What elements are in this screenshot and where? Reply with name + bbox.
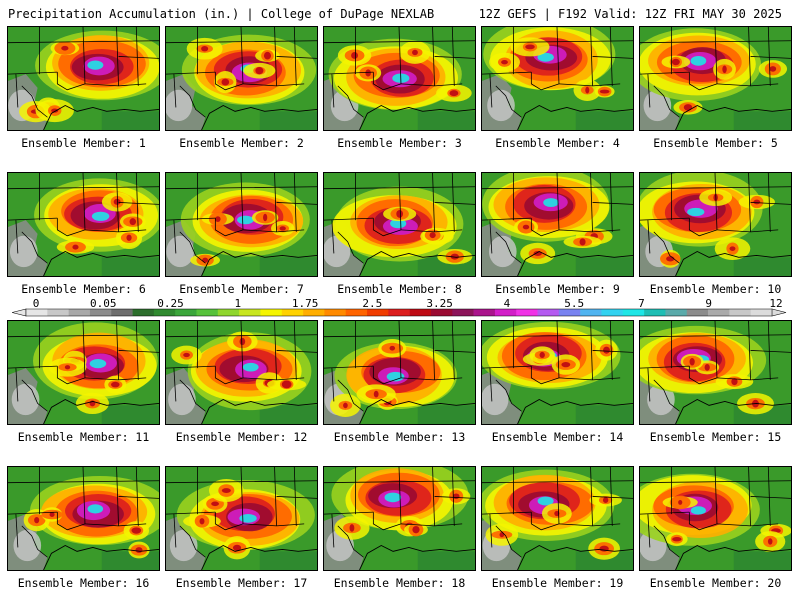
ensemble-member-label: Ensemble Member: 20 bbox=[649, 576, 782, 590]
precip-map bbox=[165, 172, 318, 277]
legend-swatch bbox=[26, 309, 48, 316]
legend-swatch bbox=[388, 309, 410, 316]
legend-swatch bbox=[409, 309, 432, 316]
legend-swatch bbox=[729, 309, 751, 316]
ensemble-member-label: Ensemble Member: 8 bbox=[337, 282, 462, 296]
ensemble-member-label: Ensemble Member: 10 bbox=[649, 282, 782, 296]
legend-tick-label: 2.5 bbox=[362, 298, 382, 310]
legend-swatch bbox=[622, 309, 645, 316]
legend-right-arrow bbox=[771, 308, 787, 317]
legend-swatch bbox=[196, 309, 219, 316]
ensemble-member-label: Ensemble Member: 4 bbox=[495, 136, 620, 150]
legend-tick-label: 12 bbox=[769, 298, 782, 310]
precip-map bbox=[323, 26, 476, 131]
precip-map bbox=[7, 172, 160, 277]
legend-swatch bbox=[217, 309, 240, 316]
ensemble-member-label: Ensemble Member: 15 bbox=[649, 430, 782, 444]
legend-swatch bbox=[47, 309, 69, 316]
legend-swatch bbox=[303, 309, 325, 316]
ensemble-member-label: Ensemble Member: 18 bbox=[333, 576, 466, 590]
legend-tick-label: 5.5 bbox=[564, 298, 584, 310]
legend-tick-label: 3.25 bbox=[426, 298, 453, 310]
ensemble-member-label: Ensemble Member: 13 bbox=[333, 430, 466, 444]
precip-map bbox=[165, 26, 318, 131]
precip-map bbox=[639, 320, 792, 425]
legend-swatch bbox=[665, 309, 688, 316]
legend-swatch bbox=[558, 309, 581, 316]
ensemble-grid-bottom: Ensemble Member: 11 Ensemble Member: 12 En… bbox=[7, 320, 793, 594]
legend-swatch bbox=[686, 309, 709, 316]
ensemble-member-label: Ensemble Member: 2 bbox=[179, 136, 304, 150]
legend-swatch bbox=[345, 309, 368, 316]
ensemble-member-label: Ensemble Member: 19 bbox=[491, 576, 624, 590]
ensemble-member-label: Ensemble Member: 17 bbox=[175, 576, 308, 590]
legend-swatch bbox=[708, 309, 730, 316]
legend-left-arrow bbox=[12, 308, 27, 317]
precip-map bbox=[481, 172, 634, 277]
precip-map bbox=[323, 466, 476, 571]
ensemble-member-label: Ensemble Member: 1 bbox=[21, 136, 146, 150]
precip-map bbox=[165, 466, 318, 571]
legend-tick-label: 0 bbox=[33, 298, 40, 310]
legend-swatch bbox=[260, 309, 283, 316]
legend-swatch bbox=[175, 309, 197, 316]
legend-swatch bbox=[537, 309, 560, 316]
legend-swatch bbox=[580, 309, 602, 316]
legend-tick-label: 0.05 bbox=[90, 298, 117, 310]
legend-swatch bbox=[89, 309, 112, 316]
precip-map bbox=[481, 26, 634, 131]
run-valid-time: 12Z GEFS | F192 Valid: 12Z FRI MAY 30 20… bbox=[478, 7, 782, 21]
legend-swatch bbox=[239, 309, 261, 316]
ensemble-member-label: Ensemble Member: 14 bbox=[491, 430, 624, 444]
legend-swatch bbox=[644, 309, 666, 316]
precip-map bbox=[639, 466, 792, 571]
legend-tick-label: 1 bbox=[235, 298, 242, 310]
precip-map bbox=[7, 320, 160, 425]
legend-swatch bbox=[750, 309, 773, 316]
ensemble-member-label: Ensemble Member: 11 bbox=[17, 430, 150, 444]
legend-swatch bbox=[324, 309, 347, 316]
precip-map bbox=[323, 172, 476, 277]
legend-swatch bbox=[281, 309, 304, 316]
ensemble-member-label: Ensemble Member: 16 bbox=[17, 576, 150, 590]
precip-map bbox=[323, 320, 476, 425]
legend-tick-label: 4 bbox=[504, 298, 511, 310]
legend-tick-label: 9 bbox=[705, 298, 712, 310]
ensemble-grid-top: Ensemble Member: 1 Ensemble Member: 2 Ense… bbox=[7, 26, 793, 308]
legend-swatch bbox=[111, 309, 133, 316]
legend-swatch bbox=[516, 309, 538, 316]
precip-map bbox=[481, 466, 634, 571]
ensemble-member-label: Ensemble Member: 12 bbox=[175, 430, 308, 444]
legend-swatch bbox=[494, 309, 517, 316]
legend-swatch bbox=[473, 309, 496, 316]
legend-swatch bbox=[430, 309, 453, 316]
legend-swatch bbox=[68, 309, 91, 316]
precip-map bbox=[7, 26, 160, 131]
ensemble-member-label: Ensemble Member: 9 bbox=[495, 282, 620, 296]
ensemble-member-label: Ensemble Member: 5 bbox=[653, 136, 778, 150]
precip-map bbox=[639, 26, 792, 131]
legend-swatch bbox=[367, 309, 389, 316]
ensemble-member-label: Ensemble Member: 7 bbox=[179, 282, 304, 296]
legend-swatch bbox=[452, 309, 474, 316]
ensemble-member-label: Ensemble Member: 6 bbox=[21, 282, 146, 296]
legend-swatch bbox=[153, 309, 176, 316]
precip-color-legend: 0 0.05 0.25 1 1.75 2.5 3.25 4 5.5 7 9 12 bbox=[12, 298, 788, 320]
precip-map bbox=[165, 320, 318, 425]
legend-swatch bbox=[132, 309, 155, 316]
ensemble-member-label: Ensemble Member: 3 bbox=[337, 136, 462, 150]
legend-tick-label: 7 bbox=[638, 298, 645, 310]
legend-swatch bbox=[601, 309, 624, 316]
precip-map bbox=[481, 320, 634, 425]
precip-map bbox=[7, 466, 160, 571]
precip-map bbox=[639, 172, 792, 277]
map-title: Precipitation Accumulation (in.) | Colle… bbox=[8, 7, 435, 21]
legend-tick-label: 1.75 bbox=[292, 298, 319, 310]
legend-tick-label: 0.25 bbox=[157, 298, 184, 310]
